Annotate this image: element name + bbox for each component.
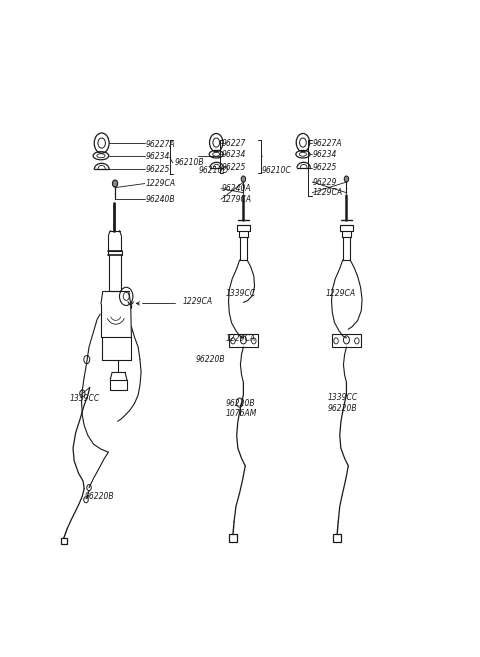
Text: 96210D: 96210D [198,166,228,175]
Text: 1229CA: 1229CA [326,289,356,298]
Bar [237,225,250,231]
Circle shape [344,176,348,182]
Circle shape [240,336,246,344]
Bar [61,538,67,544]
Text: 96240B: 96240B [145,194,175,204]
Text: 96220B: 96220B [328,404,358,413]
Text: 96227: 96227 [222,139,246,148]
Text: 96234: 96234 [222,150,246,159]
Bar [333,534,341,542]
Text: 1229CA: 1229CA [183,297,213,306]
Text: 96227A: 96227A [313,139,343,148]
Text: 1279CA: 1279CA [222,194,252,204]
Text: 96229: 96229 [313,177,337,187]
Text: 96227A: 96227A [145,140,175,149]
Text: 1339CC: 1339CC [226,289,256,298]
Text: 1229CA: 1229CA [145,179,176,188]
Text: 96234: 96234 [145,152,170,161]
Text: 1339CC: 1339CC [69,394,99,403]
Text: 96220B: 96220B [226,399,255,408]
Text: 96225: 96225 [313,164,337,172]
Text: 96210B: 96210B [175,158,204,168]
Text: 96225: 96225 [145,165,170,174]
Text: 1229CA: 1229CA [226,334,256,344]
Text: 96220B: 96220B [196,355,226,364]
Text: 96225: 96225 [222,164,246,172]
Text: 1339CC: 1339CC [328,393,358,402]
Bar [332,334,360,347]
Bar [229,334,258,347]
Text: 96220B: 96220B [84,491,114,501]
Circle shape [241,176,246,182]
Text: 1076AM: 1076AM [226,409,257,419]
Circle shape [80,390,85,397]
Text: 1229CA: 1229CA [313,188,343,197]
Circle shape [84,355,90,364]
Circle shape [112,180,118,187]
Circle shape [344,336,349,344]
Text: 96210C: 96210C [262,166,292,175]
Text: 96240A: 96240A [222,184,252,193]
Bar [340,225,353,231]
Text: 96234: 96234 [313,150,337,159]
Bar [228,534,237,542]
